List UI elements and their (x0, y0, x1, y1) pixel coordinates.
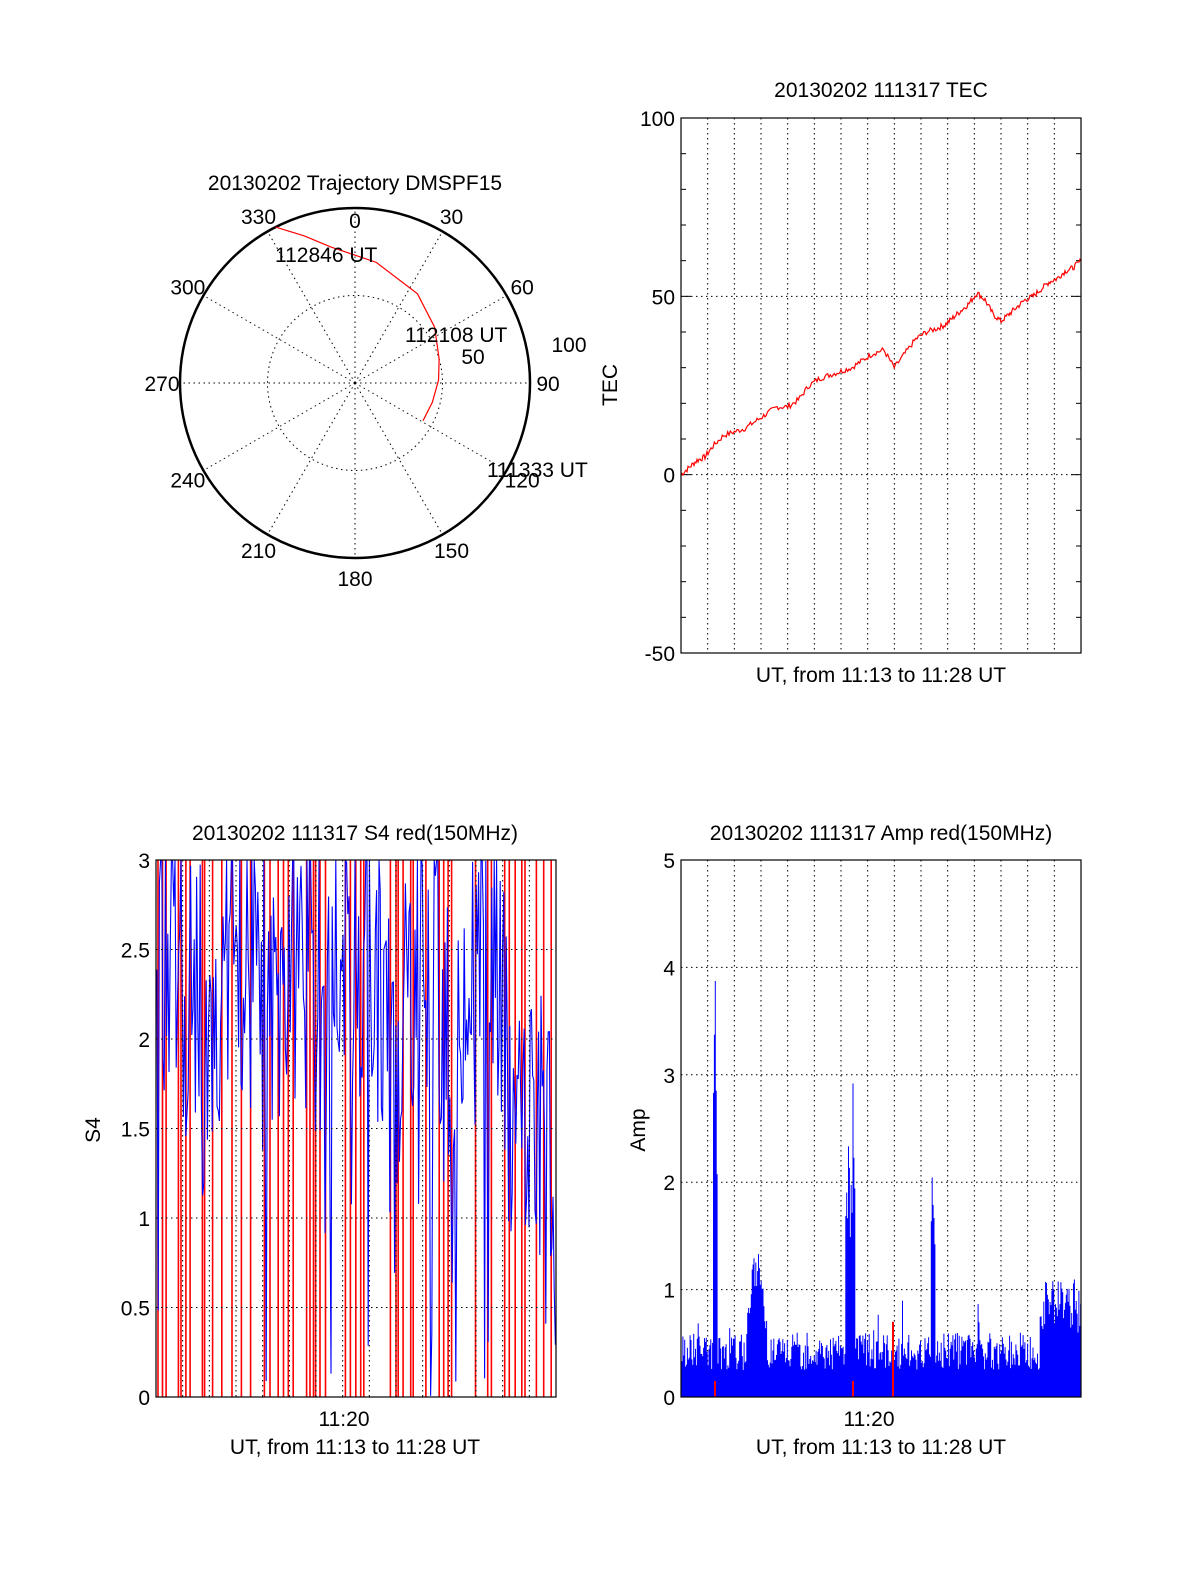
s4-grid (156, 860, 556, 1397)
amp-title: 20130202 111317 Amp red(150MHz) (710, 822, 1052, 845)
polar-angle-label: 330 (241, 206, 276, 229)
s4-y-ticks: 0 0.5 1 1.5 2 2.5 3 (121, 850, 150, 1410)
amp-y-ticks: 0 1 2 3 4 5 (663, 850, 675, 1410)
polar-annotation-mid: 112108 UT (405, 324, 508, 347)
tec-xlabel: UT, from 11:13 to 11:28 UT (756, 664, 1006, 687)
polar-angle-label: 30 (440, 206, 463, 229)
polar-spoke (354, 382, 443, 535)
polar-angle-labels: 0 30 60 90 120 150 180 210 240 270 300 330 50 100 (144, 206, 586, 591)
polar-spoke (267, 231, 356, 384)
amp-xtick-label: 11:20 (844, 1408, 895, 1431)
tec-grid (681, 117, 1081, 654)
polar-annotation-start: 112846 UT (275, 244, 378, 267)
s4-ylabel: S4 (82, 1117, 105, 1143)
s4-ytick-label: 2.5 (121, 940, 150, 963)
tec-line (680, 257, 1082, 477)
polar-angle-label: 0 (349, 210, 361, 233)
tec-ytick-label: 100 (640, 108, 675, 131)
polar-radius-label: 50 (461, 346, 484, 369)
s4-ytick-label: 2 (138, 1029, 150, 1052)
amp-grid (681, 860, 1081, 1397)
polar-annotation-end: 111333 UT (487, 459, 588, 482)
s4-chart: 20130202 111317 S4 red(150MHz) 0 0.5 1 1.5 2… (82, 822, 557, 1459)
amp-chart: 20130202 111317 Amp red(150MHz) 0 1 2 3 4 5 1… (627, 822, 1082, 1459)
s4-ytick-label: 0 (138, 1387, 150, 1410)
amp-ytick-label: 2 (663, 1172, 675, 1195)
s4-title: 20130202 111317 S4 red(150MHz) (192, 822, 518, 845)
amp-series (681, 981, 1082, 1397)
polar-spoke (354, 295, 507, 384)
polar-radius-label: 100 (551, 334, 586, 357)
polar-spoke (354, 382, 507, 471)
polar-angle-label: 300 (170, 277, 205, 300)
amp-ytick-label: 5 (663, 850, 675, 873)
amp-xlabel: UT, from 11:13 to 11:28 UT (756, 1436, 1006, 1459)
polar-angle-label: 60 (510, 277, 533, 300)
polar-grid (178, 206, 532, 560)
amp-ytick-label: 1 (663, 1280, 675, 1303)
polar-spoke (203, 295, 356, 384)
polar-angle-label: 90 (536, 373, 559, 396)
amp-ylabel: Amp (627, 1108, 650, 1151)
s4-ytick-label: 3 (138, 850, 150, 873)
polar-trajectory-line (275, 226, 440, 421)
polar-spoke (267, 382, 356, 535)
tec-y-ticks: -50 0 50 100 (640, 108, 675, 666)
polar-outer-ring (178, 206, 532, 560)
amp-frame (680, 859, 1082, 1398)
polar-angle-label: 180 (337, 568, 372, 591)
polar-angle-label: 240 (170, 470, 205, 493)
polar-inner-ring (267, 295, 443, 471)
tec-series (680, 257, 1082, 477)
amp-ytick-label: 0 (663, 1387, 675, 1410)
polar-spoke (203, 382, 356, 471)
polar-trajectory-chart: 20130202 Trajectory DMSPF15 0 30 60 90 120 15… (144, 172, 587, 591)
s4-xlabel: UT, from 11:13 to 11:28 UT (230, 1436, 480, 1459)
s4-ytick-label: 1 (138, 1208, 150, 1231)
tec-ytick-label: 0 (663, 465, 675, 488)
tec-ytick-label: -50 (645, 643, 675, 666)
s4-ytick-label: 0.5 (121, 1298, 150, 1321)
s4-xtick-label: 11:20 (319, 1408, 370, 1431)
s4-frame (155, 859, 557, 1398)
s4-blue-series (156, 858, 556, 1396)
polar-trajectory (275, 226, 440, 421)
polar-angle-label: 210 (241, 540, 276, 563)
tec-ylabel: TEC (599, 364, 622, 406)
tec-ytick-label: 50 (652, 286, 675, 309)
polar-angle-label: 120 (505, 470, 540, 493)
polar-angle-label: 150 (434, 540, 469, 563)
amp-ytick-label: 3 (663, 1065, 675, 1088)
polar-title: 20130202 Trajectory DMSPF15 (208, 172, 502, 195)
polar-angle-label: 270 (144, 373, 179, 396)
polar-spoke (354, 231, 443, 384)
tec-title: 20130202 111317 TEC (774, 79, 988, 102)
amp-ytick-label: 4 (663, 957, 675, 980)
tec-frame (680, 117, 1082, 654)
amp-blue-series (681, 981, 1082, 1397)
s4-ytick-label: 1.5 (121, 1119, 150, 1142)
tec-chart: 20130202 111317 TEC -50 0 50 100 UT, from 1… (599, 79, 1082, 687)
